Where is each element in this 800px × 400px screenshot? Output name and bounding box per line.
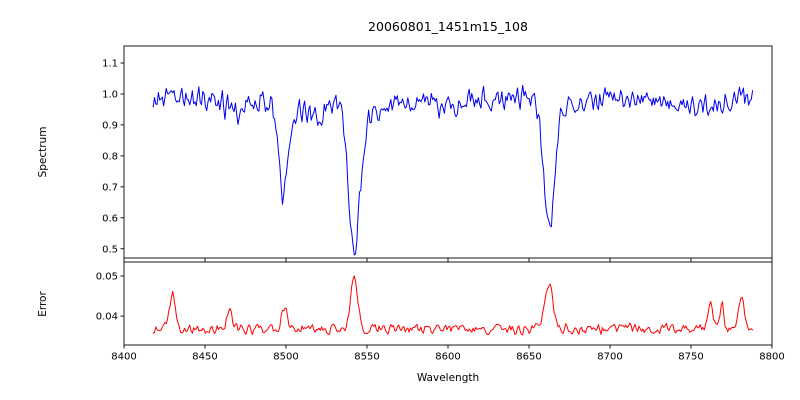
y-tick-label: 0.05 (96, 272, 118, 283)
y-tick-label: 0.5 (102, 244, 118, 255)
x-tick-label: 8400 (111, 352, 136, 363)
y-axis-label-spectrum: Spectrum (37, 127, 49, 178)
spectrum-trace (152, 84, 754, 256)
x-tick-label: 8500 (273, 352, 298, 363)
y-tick-label: 0.8 (102, 151, 118, 162)
x-tick-label: 8650 (516, 352, 541, 363)
y-tick-label: 0.6 (102, 213, 118, 224)
y-tick-label: 1.0 (102, 90, 118, 101)
y-tick-label: 0.04 (96, 312, 118, 323)
y-tick-label: 0.9 (102, 121, 118, 132)
x-axis-label: Wavelength (417, 372, 479, 384)
error-trace (152, 275, 754, 336)
x-tick-label: 8550 (354, 352, 379, 363)
y-tick-label: 1.1 (102, 59, 118, 70)
page-title: 20060801_1451m15_108 (368, 19, 528, 34)
y-tick-label: 0.7 (102, 182, 118, 193)
spectrum-panel: 0.5 0.6 0.7 0.8 0.9 1.0 1.1 (102, 45, 773, 262)
y-axis-label-error: Error (37, 291, 49, 317)
x-tick-label: 8600 (435, 352, 460, 363)
x-tick-label: 8450 (192, 352, 217, 363)
x-tick-label: 8700 (597, 352, 622, 363)
x-tick-label: 8800 (759, 352, 784, 363)
error-panel: 0.04 0.05 8400 8450 8500 8550 8600 8650 8700 8750… (96, 261, 785, 363)
x-tick-label: 8750 (678, 352, 703, 363)
